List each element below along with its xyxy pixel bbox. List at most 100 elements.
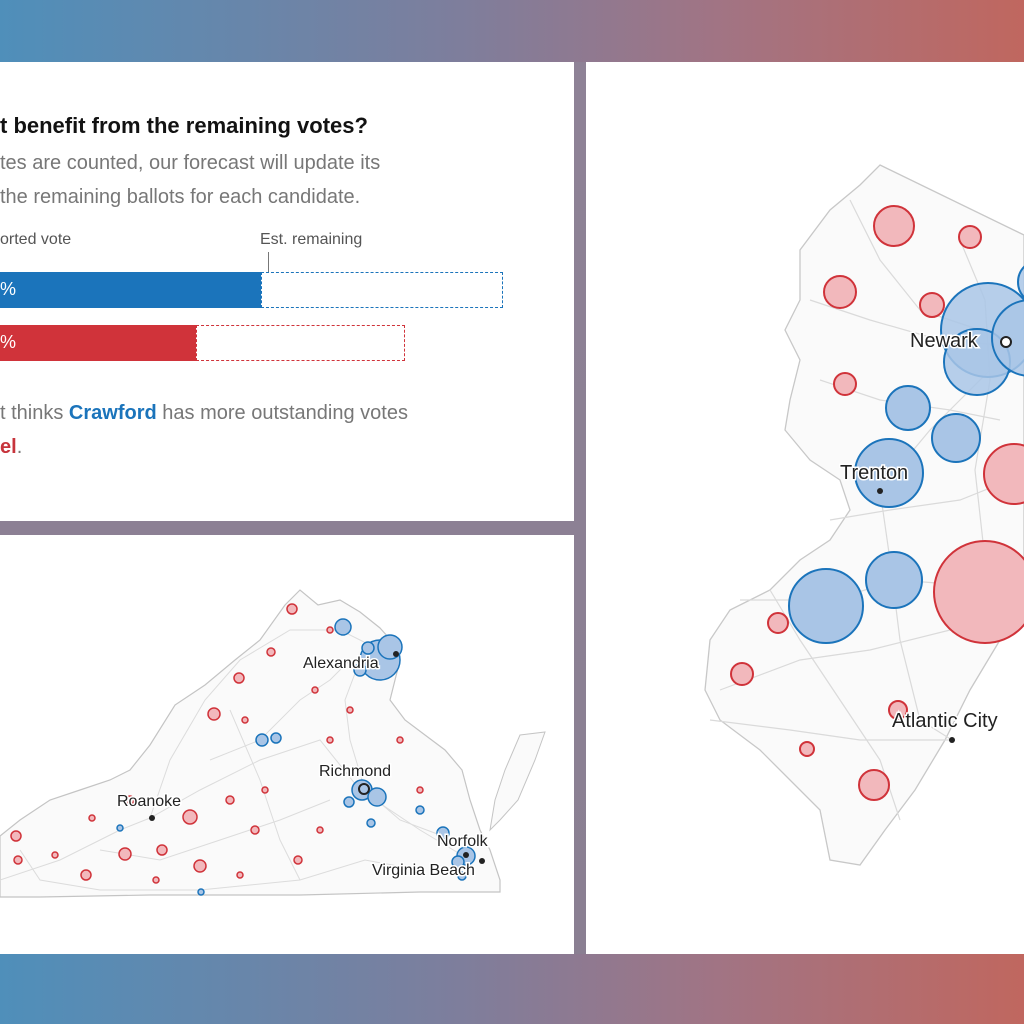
- city-label-roanoke: Roanoke: [117, 793, 181, 810]
- summary-text: has more outstanding votes: [156, 402, 408, 424]
- forecast-body: tes are counted, our forecast will updat…: [0, 146, 560, 214]
- virginia-circles: [10, 603, 476, 896]
- county-marker: [270, 732, 282, 744]
- bar-reported-crawford: [0, 272, 261, 308]
- county-marker: [241, 716, 249, 724]
- county-marker: [416, 786, 424, 794]
- county-marker: [865, 551, 923, 609]
- county-marker: [858, 769, 890, 801]
- county-marker: [326, 736, 334, 744]
- bar-pct-schimel: %: [0, 332, 17, 352]
- county-marker: [118, 847, 132, 861]
- reported-vote-label: orted vote: [0, 231, 72, 248]
- county-marker: [197, 888, 205, 896]
- city-dot: [463, 852, 469, 858]
- county-marker: [366, 818, 376, 828]
- county-marker: [51, 851, 59, 859]
- county-marker: [933, 540, 1024, 644]
- county-marker: [873, 205, 915, 247]
- bar-remaining-schimel: [196, 325, 405, 361]
- city-label-atlantic-city: Atlantic City: [892, 710, 998, 732]
- summary-line-2: el.: [0, 430, 560, 464]
- city-dot: [149, 815, 155, 821]
- county-marker: [436, 826, 450, 840]
- nj-roads: [709, 199, 1011, 821]
- forecast-summary: t thinks Crawford has more outstanding v…: [0, 396, 560, 464]
- virginia-labels: Alexandria Richmond Roanoke Norfolk Virg…: [116, 654, 491, 881]
- county-marker: [326, 626, 334, 634]
- county-marker: [236, 871, 244, 879]
- summary-text: .: [16, 436, 23, 458]
- bar-remaining-crawford: [261, 272, 503, 308]
- eastern-shore-outline: [489, 731, 546, 832]
- county-marker: [361, 641, 375, 655]
- county-marker: [343, 796, 355, 808]
- county-marker: [451, 855, 465, 869]
- county-marker: [415, 805, 425, 815]
- background-bottom-band: [0, 954, 1024, 1024]
- city-label-virginia-beach: Virginia Beach: [372, 862, 475, 879]
- county-marker: [261, 786, 269, 794]
- county-marker: [788, 568, 864, 644]
- new-jersey-outline: [704, 164, 1024, 866]
- city-dot: [393, 651, 399, 657]
- county-marker: [80, 869, 92, 881]
- county-marker: [207, 707, 221, 721]
- forecast-body-line: the remaining ballots for each candidate…: [0, 186, 361, 208]
- county-marker: [799, 741, 815, 757]
- remaining-tick: [268, 252, 269, 272]
- county-marker: [958, 225, 982, 249]
- county-marker: [316, 826, 324, 834]
- city-dot: [479, 858, 485, 864]
- county-marker: [346, 706, 354, 714]
- county-marker: [919, 292, 945, 318]
- summary-text: t thinks: [0, 402, 69, 424]
- candidate-crawford: Crawford: [68, 402, 157, 424]
- city-label-newark: Newark: [910, 330, 979, 352]
- forecast-heading: t benefit from the remaining votes?: [0, 113, 368, 138]
- county-marker: [182, 809, 198, 825]
- summary-line-1: t thinks Crawford has more outstanding v…: [0, 396, 560, 430]
- county-marker: [152, 876, 160, 884]
- virginia-city-dots: [149, 651, 485, 864]
- city-dot: [358, 783, 370, 795]
- bar-reported-schimel: [0, 325, 196, 361]
- county-marker: [233, 672, 245, 684]
- county-marker: [311, 686, 319, 694]
- county-marker: [193, 859, 207, 873]
- nj-labels: Newark Trenton Atlantic City: [839, 329, 1000, 734]
- county-marker: [10, 830, 22, 842]
- city-label-alexandria: Alexandria: [303, 655, 379, 672]
- county-marker: [833, 372, 857, 396]
- virginia-map: Alexandria Richmond Roanoke Norfolk Virg…: [0, 589, 546, 898]
- city-dot: [877, 488, 883, 494]
- est-remaining-label: Est. remaining: [260, 231, 363, 248]
- county-marker: [286, 603, 298, 615]
- county-marker: [823, 275, 857, 309]
- county-marker: [293, 855, 303, 865]
- city-dot: [949, 737, 955, 743]
- county-marker: [255, 733, 269, 747]
- county-marker: [250, 825, 260, 835]
- forecast-body-line: tes are counted, our forecast will updat…: [0, 152, 381, 174]
- county-marker: [367, 787, 387, 807]
- background-top-band: [0, 0, 1024, 62]
- candidate-schimel: el: [0, 436, 17, 458]
- nj-city-dots: [877, 336, 1012, 743]
- city-label-richmond: Richmond: [319, 763, 391, 780]
- county-marker: [767, 612, 789, 634]
- county-marker: [334, 618, 352, 636]
- city-dot: [1000, 336, 1012, 348]
- county-marker: [854, 438, 924, 508]
- city-label-trenton: Trenton: [840, 462, 908, 484]
- county-marker: [266, 647, 276, 657]
- county-marker: [13, 855, 23, 865]
- county-marker: [885, 385, 931, 431]
- bar-pct-crawford: %: [0, 279, 17, 299]
- county-marker: [353, 663, 367, 677]
- county-marker: [88, 814, 96, 822]
- new-jersey-map: Newark Trenton Atlantic City: [704, 164, 1024, 866]
- new-jersey-map-panel: Newark Trenton Atlantic City: [586, 62, 1024, 954]
- county-marker: [1017, 265, 1024, 299]
- county-marker: [730, 662, 754, 686]
